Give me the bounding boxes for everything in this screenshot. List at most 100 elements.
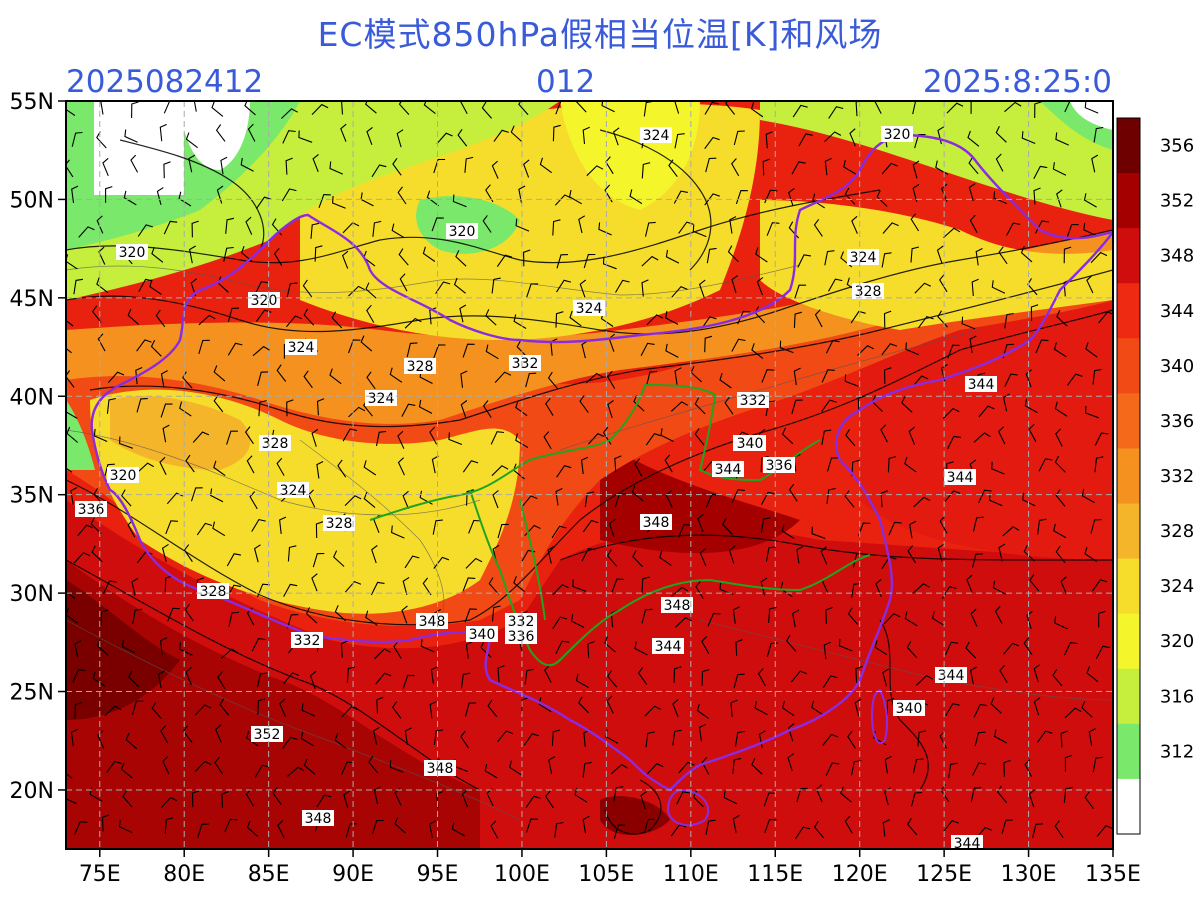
- wind-barb: [523, 733, 540, 746]
- wind-barb: [66, 772, 73, 779]
- colorbar-label: 320: [1160, 631, 1194, 652]
- wind-barb: [96, 215, 104, 234]
- wind-barb: [418, 399, 433, 414]
- wind-barb: [160, 370, 168, 388]
- wind-barb: [604, 184, 613, 203]
- wind-barb: [1064, 707, 1082, 719]
- wind-barb: [1064, 101, 1071, 113]
- wind-barb: [196, 522, 213, 536]
- wind-barb: [788, 483, 798, 502]
- wind-barb: [674, 367, 682, 385]
- wind-barb: [640, 791, 648, 810]
- wind-barb: [677, 524, 692, 538]
- wind-barb: [943, 227, 961, 239]
- wind-barb: [598, 222, 612, 236]
- wind-barb: [851, 215, 858, 234]
- colorbar-frame: [1116, 117, 1141, 835]
- contour-label: 320: [116, 244, 148, 261]
- wind-barb: [164, 817, 174, 834]
- wind-barb: [431, 217, 444, 232]
- wind-barb: [645, 731, 655, 748]
- wind-barb: [552, 219, 561, 236]
- wind-barb: [245, 788, 254, 807]
- wind-barb: [993, 190, 1008, 205]
- wind-barb: [844, 187, 856, 205]
- wind-barb: [971, 278, 979, 297]
- wind-barb: [912, 160, 920, 179]
- contour-label: 324: [365, 390, 397, 407]
- wind-barb: [188, 154, 196, 173]
- wind-barb: [1033, 165, 1048, 180]
- wind-barb: [569, 310, 582, 327]
- wind-barb: [824, 250, 835, 266]
- longitude-labels: 75E 80E 85E 90E 95E 100E 105E 110E 115E 120E 125E 1…: [79, 862, 1141, 887]
- colorbar-swatch: [1117, 778, 1140, 835]
- wind-barb: [194, 704, 212, 716]
- wind-barb: [1056, 189, 1063, 208]
- wind-barb: [102, 580, 117, 594]
- wind-barb: [967, 130, 980, 147]
- wind-barb: [373, 786, 381, 805]
- wind-barb: [582, 815, 590, 834]
- wind-barb: [257, 371, 269, 386]
- wind-barb: [66, 159, 74, 178]
- wind-barb: [825, 762, 840, 776]
- wind-barb: [704, 193, 720, 206]
- wind-barb: [664, 454, 673, 473]
- contour-label: 344: [944, 469, 976, 486]
- wind-barb: [641, 576, 650, 593]
- wind-barb: [465, 641, 473, 659]
- wind-barb: [697, 513, 704, 532]
- wind-barb: [371, 819, 384, 835]
- wind-barb: [484, 763, 498, 779]
- wind-barb: [857, 395, 866, 413]
- wind-barb: [462, 460, 479, 473]
- wind-barb: [705, 819, 716, 835]
- wind-barb: [826, 457, 839, 472]
- contour-label: 320: [248, 292, 280, 309]
- wind-barb: [1026, 610, 1033, 629]
- contour-label: 328: [197, 583, 229, 600]
- wind-barb: [257, 698, 266, 715]
- wind-barb: [190, 487, 203, 502]
- wind-barb: [309, 670, 317, 690]
- wind-barb: [393, 640, 402, 659]
- wind-barb: [96, 277, 109, 294]
- wind-barb: [1033, 664, 1041, 683]
- colorbar-label: 328: [1160, 521, 1194, 542]
- wind-barb: [578, 696, 589, 714]
- wind-barb: [545, 397, 554, 416]
- wind-barb: [815, 784, 823, 803]
- wind-barb: [66, 370, 75, 388]
- contour-label: 324: [640, 127, 672, 144]
- wind-barb: [137, 224, 153, 237]
- wind-barb: [73, 552, 91, 564]
- wind-barb: [332, 195, 346, 209]
- wind-barb: [768, 606, 777, 623]
- wind-barb: [583, 253, 596, 269]
- wind-barb: [756, 276, 764, 296]
- wind-barb: [227, 342, 243, 356]
- wind-barb: [179, 642, 193, 656]
- wind-barb: [970, 608, 978, 627]
- wind-barb: [646, 314, 664, 326]
- svg-text:348: 348: [427, 761, 454, 777]
- wind-barb: [551, 729, 561, 746]
- wind-barb: [820, 546, 828, 565]
- wind-barb: [587, 640, 595, 659]
- wind-barb: [485, 309, 497, 326]
- wind-barb: [494, 371, 512, 383]
- svg-text:332: 332: [740, 393, 767, 409]
- wind-barb: [884, 787, 891, 806]
- wind-barb: [940, 364, 948, 382]
- wind-barb: [548, 756, 556, 774]
- wind-barb: [100, 101, 104, 115]
- svg-text:348: 348: [419, 614, 446, 630]
- svg-text:324: 324: [280, 483, 307, 499]
- wind-barb: [286, 399, 294, 417]
- wind-barb: [282, 130, 296, 144]
- wind-barb: [1060, 576, 1068, 595]
- wind-barb: [556, 254, 569, 269]
- wind-barb: [448, 432, 463, 446]
- wind-barb: [93, 428, 108, 443]
